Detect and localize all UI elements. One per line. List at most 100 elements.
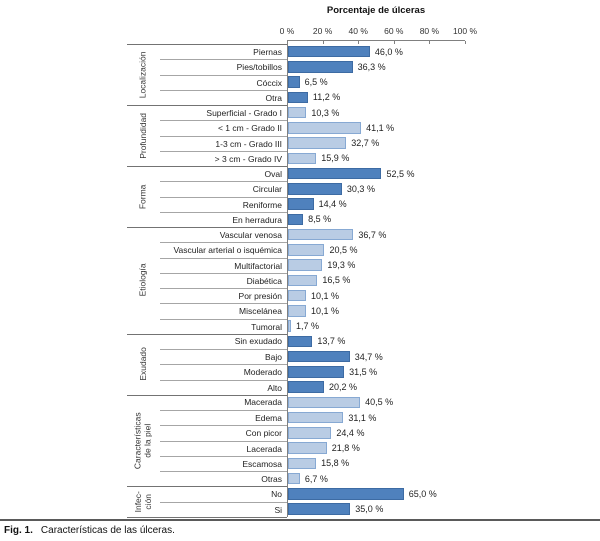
bar (288, 244, 325, 256)
bar-cell: 10,1 % (287, 303, 547, 319)
group-label: Características de la piel (132, 412, 153, 469)
bar (288, 137, 347, 149)
row-label: Sin exudado (234, 336, 282, 347)
group-label: Profundidad (137, 112, 148, 159)
row-label: Si (160, 501, 287, 517)
bar-value-label: 8,5 % (308, 214, 332, 225)
chart-row: Escamosa 15,8 % (160, 455, 547, 471)
chart-row: Pies/tobillos 36,3 % (160, 59, 547, 75)
group-label-cell: Localización (127, 44, 160, 105)
x-axis-tick-mark (287, 41, 288, 44)
x-axis-tick-label: 40 % (348, 26, 368, 36)
row-label: Cóccix (160, 74, 287, 90)
chart-row: Lacerada 21,8 % (160, 440, 547, 456)
bar-value-label: 36,3 % (357, 61, 386, 72)
chart-row: Piernas 46,0 % (160, 44, 547, 60)
bar-value-label: 52,5 % (386, 168, 415, 179)
bar-cell: 21,8 % (287, 440, 547, 456)
chart-bottom-line (127, 516, 287, 518)
bar-value-label: 15,8 % (321, 458, 350, 469)
x-axis-tick-label: 0 % (279, 26, 295, 36)
x-axis-tick-mark (322, 41, 324, 44)
chart-row: Si 35,0 % (160, 501, 547, 517)
group-label-cell: Profundidad (127, 105, 160, 166)
chart-group: Profundidad Superficial - Grado I 10,3 % < … (127, 105, 547, 166)
row-label: Macerada (244, 397, 282, 408)
chart-group: Forma Oval 52,5 % Circular 30,3 % Reniforme 14… (127, 166, 547, 227)
bar-cell: 1,7 % (287, 318, 547, 334)
row-label: Reniforme (160, 196, 287, 212)
row-label: Por presión (160, 288, 287, 303)
row-label: Edema (160, 410, 287, 425)
row-label: En herradura (160, 211, 287, 227)
bar-value-label: 14,4 % (318, 199, 347, 210)
bar-cell: 11,2 % (287, 89, 547, 105)
bar-value-label: 10,1 % (310, 290, 339, 301)
group-rows: No 65,0 % Si 35,0 % (160, 486, 547, 517)
group-label-cell: Forma (127, 166, 160, 227)
bar-cell: 65,0 % (287, 486, 547, 502)
bar-value-label: 21,8 % (331, 443, 360, 454)
bar-cell: 14,4 % (287, 196, 547, 212)
chart-group: Características de la piel Macerada 40,5 %… (127, 394, 547, 487)
bar-value-label: 24,4 % (336, 427, 365, 438)
chart-row: 1-3 cm - Grado III 32,7 % (160, 135, 547, 151)
row-label: Diabética (160, 272, 287, 288)
x-axis-tick-label: 100 % (452, 26, 478, 36)
bar-value-label: 32,7 % (351, 138, 380, 149)
bar (288, 366, 345, 378)
row-label: Otra (160, 89, 287, 105)
row-label: Pies/tobillos (160, 59, 287, 74)
group-label: Etiología (137, 263, 148, 297)
chart-title: Porcentaje de úlceras (326, 5, 426, 16)
chart-row: Diabética 16,5 % (160, 272, 547, 288)
bar-cell: 36,3 % (287, 59, 547, 75)
bar (288, 457, 317, 470)
bar (288, 396, 361, 409)
bar-cell: 16,5 % (287, 272, 547, 288)
group-label-cell: Características de la piel (127, 395, 160, 487)
chart-row: Tumoral 1,7 % (160, 318, 547, 334)
bar-value-label: 35,0 % (355, 504, 384, 515)
row-label: Superficial - Grado I (206, 107, 282, 118)
bar (288, 183, 342, 195)
bar-value-label: 36,7 % (358, 229, 387, 240)
group-rows: Superficial - Grado I 10,3 % < 1 cm - Grad… (160, 105, 547, 166)
group-rows: Oval 52,5 % Circular 30,3 % Reniforme 14,4 % E… (160, 166, 547, 227)
row-label: Bajo (160, 349, 287, 364)
row-label: Circular (160, 181, 287, 196)
bar-cell: 24,4 % (287, 425, 547, 441)
chart-row: No 65,0 % (160, 486, 547, 502)
bar-cell: 6,5 % (287, 74, 547, 90)
figure-caption: Fig. 1. Características de las úlceras. (0, 519, 600, 536)
bar (288, 45, 370, 58)
group-label: Forma (137, 184, 148, 209)
row-label: Tumoral (160, 318, 287, 334)
bar-cell: 13,7 % (287, 333, 547, 349)
figure-caption-text: Características de las úlceras. (40, 525, 175, 536)
bar-value-label: 13,7 % (317, 336, 346, 347)
row-label: Lacerada (160, 440, 287, 456)
bar-value-label: 31,5 % (349, 366, 378, 377)
bar (288, 274, 318, 287)
bar (288, 350, 350, 363)
bar (288, 91, 308, 104)
bar-cell: 35,0 % (287, 501, 547, 517)
bar-cell: 31,1 % (287, 410, 547, 426)
row-label: Con picor (160, 425, 287, 440)
bar-value-label: 40,5 % (365, 397, 394, 408)
chart-group: Localización Piernas 46,0 % Pies/tobillos 36… (127, 44, 547, 105)
chart-row: Oval 52,5 % (160, 166, 547, 182)
bar (288, 442, 327, 454)
bar (288, 289, 306, 302)
x-axis-tick-labels: 0 % 20 % 40 % 60 % 80 % 100 % (280, 26, 477, 38)
x-axis-tick-mark (358, 41, 360, 44)
chart-row: Reniforme 14,4 % (160, 196, 547, 212)
bar (288, 152, 317, 165)
bar (288, 167, 382, 180)
bar-value-label: 41,1 % (366, 122, 395, 133)
bar (288, 472, 300, 485)
bar-value-label: 6,5 % (304, 77, 328, 88)
chart-groups: Localización Piernas 46,0 % Pies/tobillos 36… (127, 44, 547, 518)
bar (288, 213, 304, 226)
